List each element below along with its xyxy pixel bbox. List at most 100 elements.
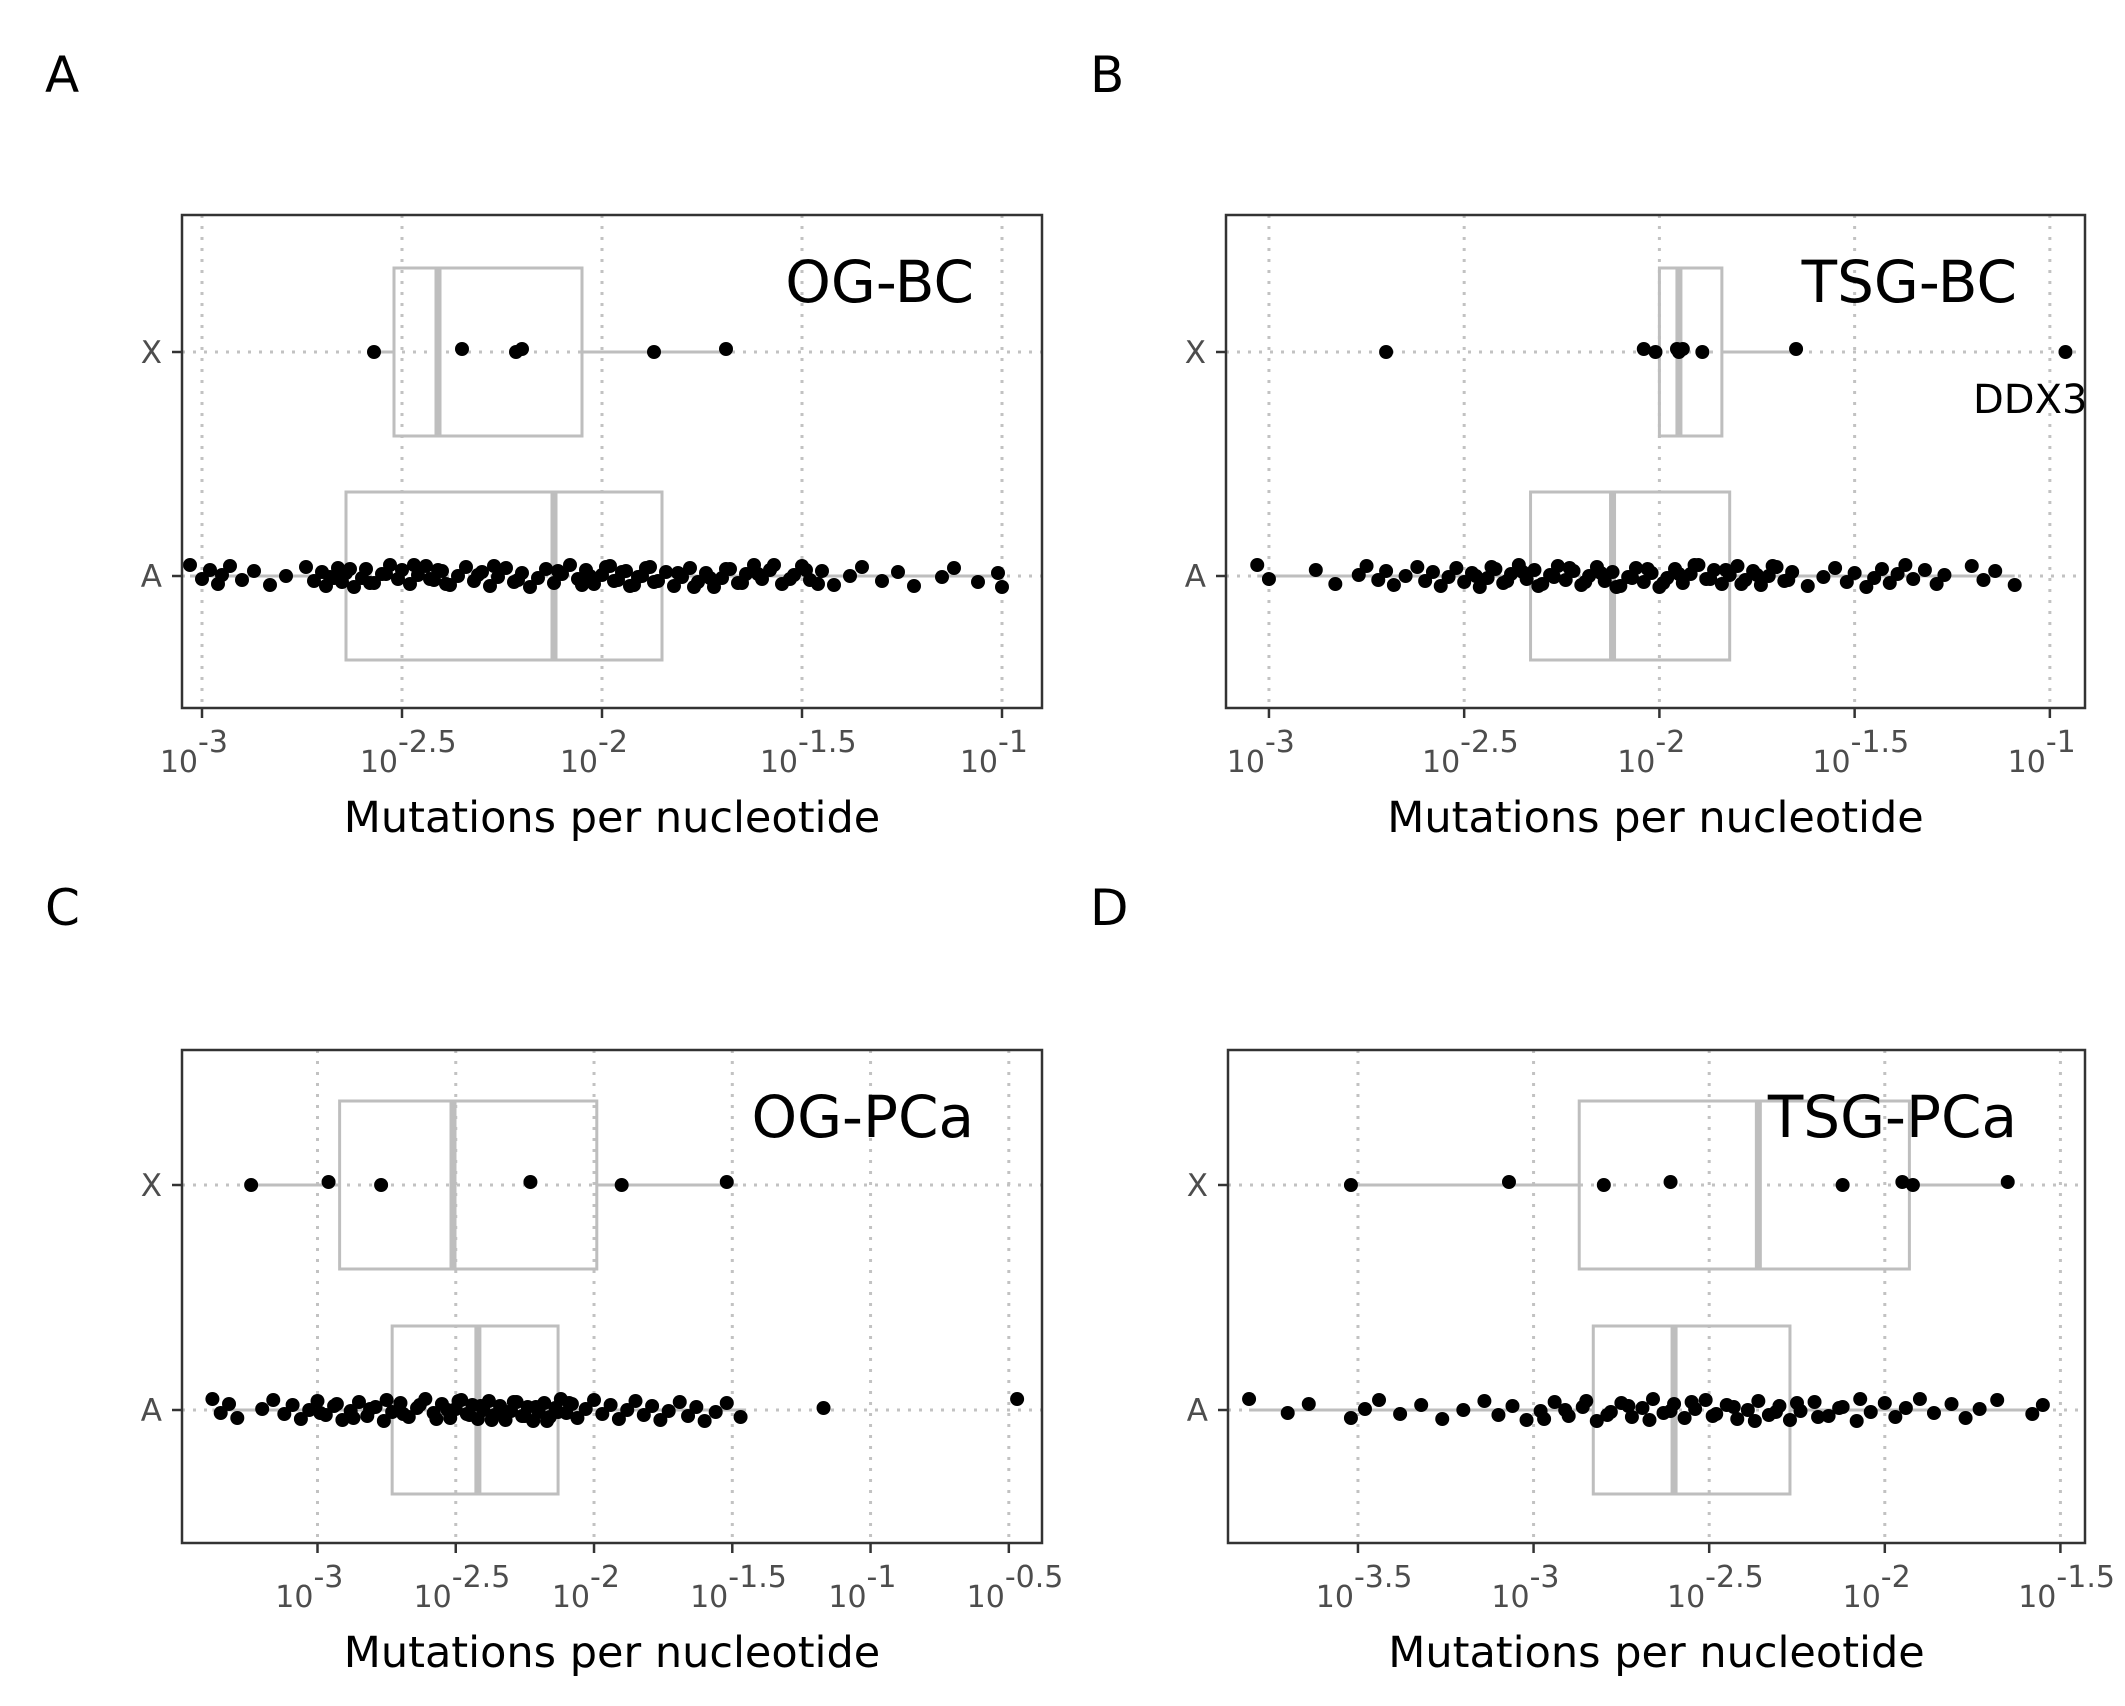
data-point (1515, 565, 1530, 579)
data-point (374, 1178, 389, 1192)
x-tick-exponent: -2 (1655, 725, 1685, 760)
data-point (1379, 564, 1394, 578)
x-tick-exponent: -2.5 (1705, 1560, 1764, 1595)
data-point (1849, 1414, 1864, 1428)
tick-base: 10 (967, 1580, 1005, 1615)
data-point (703, 571, 717, 585)
data-point (687, 580, 701, 594)
data-point (1937, 568, 1952, 582)
data-point (379, 1393, 394, 1407)
data-point (607, 574, 621, 588)
data-point (412, 1398, 427, 1412)
data-point (230, 1411, 245, 1425)
data-point (1505, 1399, 1520, 1413)
tick-base: 10 (1617, 745, 1655, 780)
data-point (1895, 1175, 1910, 1189)
data-point (719, 1396, 734, 1410)
data-point (827, 578, 841, 592)
data-point (783, 572, 797, 586)
data-point (575, 578, 589, 592)
data-point (1386, 578, 1401, 592)
data-point (359, 562, 373, 576)
data-point (816, 1401, 831, 1415)
data-point (1730, 1412, 1745, 1426)
tick-base: 10 (552, 1580, 590, 1615)
data-point (1789, 1396, 1804, 1410)
x-tick-label: 10 (552, 1580, 590, 1615)
data-point (1972, 1402, 1987, 1416)
data-point (279, 569, 293, 583)
data-point (1578, 575, 1593, 589)
data-point (1888, 1410, 1903, 1424)
data-point (811, 577, 825, 591)
x-tick-exponent: -0.5 (1005, 1560, 1064, 1595)
data-point (855, 560, 869, 574)
data-point (244, 1178, 259, 1192)
data-point (307, 574, 321, 588)
data-point (1751, 1394, 1766, 1408)
box-x (392, 266, 584, 438)
data-point (302, 1403, 317, 1417)
data-point (1642, 1413, 1657, 1427)
data-point (1242, 1392, 1257, 1406)
data-point (1589, 1414, 1604, 1428)
data-point (487, 559, 501, 573)
data-point (1863, 1405, 1878, 1419)
x-tick-exponent: -2.5 (1460, 725, 1519, 760)
data-point (1491, 1408, 1506, 1422)
data-point (1765, 559, 1780, 573)
data-point (799, 563, 813, 577)
data-point (247, 564, 261, 578)
data-point (459, 560, 473, 574)
data-point (440, 1403, 455, 1417)
category-label: X (1185, 335, 1206, 371)
x-tick-label: 10 (960, 745, 998, 780)
x-tick-exponent: -2 (590, 1560, 620, 1595)
data-point (363, 1402, 378, 1416)
panel-label: OG-PCa (751, 1083, 974, 1151)
data-point (1550, 559, 1565, 573)
data-point (1684, 1395, 1699, 1409)
data-point (495, 1404, 510, 1418)
x-tick-exponent: -3 (198, 725, 228, 760)
data-point (1301, 1397, 1316, 1411)
data-point (667, 579, 681, 593)
data-point (517, 1409, 532, 1423)
data-point (587, 1393, 602, 1407)
data-point (1811, 1410, 1826, 1424)
x-tick-label: 10 (1316, 1580, 1354, 1615)
data-point (1343, 1178, 1358, 1192)
data-point (515, 342, 529, 356)
data-point (1800, 579, 1815, 593)
plot-background (1226, 215, 2085, 708)
data-point (462, 1408, 477, 1422)
plot-background (182, 215, 1042, 708)
panel-label: TSG-BC (1801, 248, 2017, 316)
data-point (971, 575, 985, 589)
data-point (2035, 1398, 2050, 1412)
data-point (1917, 563, 1932, 577)
data-point (1816, 570, 1831, 584)
data-point (1695, 345, 1710, 359)
data-point (603, 1398, 618, 1412)
data-point (285, 1398, 300, 1412)
data-point (1501, 1175, 1516, 1189)
data-point (506, 1395, 521, 1409)
data-point (719, 1175, 734, 1189)
x-tick-label: 10 (160, 745, 198, 780)
data-point (523, 1175, 538, 1189)
data-point (451, 1394, 466, 1408)
data-point (393, 1396, 408, 1410)
data-point (1747, 1414, 1762, 1428)
data-point (1280, 1406, 1295, 1420)
data-point (1537, 1412, 1552, 1426)
data-point (1671, 567, 1686, 581)
data-point (1740, 1403, 1755, 1417)
data-point (255, 1402, 270, 1416)
box-a (1591, 1324, 1792, 1496)
data-point (379, 567, 393, 581)
data-point (1874, 562, 1889, 576)
data-point (1645, 1392, 1660, 1406)
data-point (263, 578, 277, 592)
